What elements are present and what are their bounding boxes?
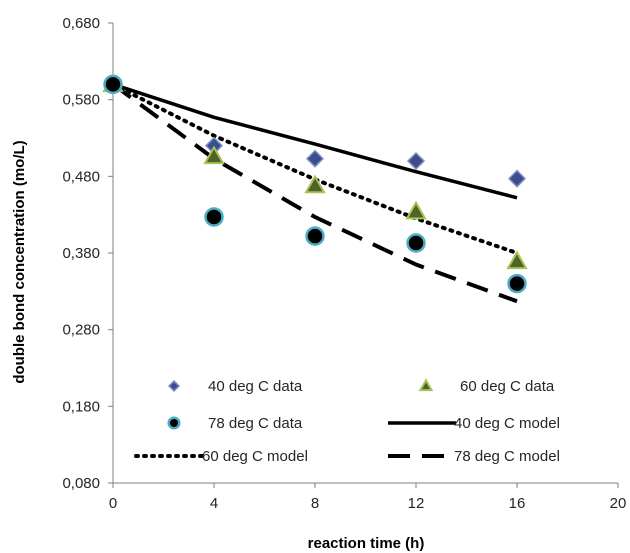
y-tick-label: 0,680 <box>62 15 100 32</box>
x-tick-label: 12 <box>408 495 425 512</box>
x-tick-label: 8 <box>311 495 319 512</box>
legend-label: 40 deg C model <box>454 415 560 432</box>
point-78-deg-c-data <box>103 74 123 95</box>
point-60-deg-c-data <box>506 250 528 270</box>
x-tick-label: 0 <box>109 495 117 512</box>
y-tick-label: 0,480 <box>62 168 100 185</box>
point-60-deg-c-data <box>405 200 427 220</box>
point-78-deg-c-data <box>406 233 426 253</box>
legend-marker-60-deg-c-data <box>418 378 434 392</box>
x-tick-label: 16 <box>509 495 526 512</box>
model-line-78-deg-c-model <box>111 82 518 304</box>
y-tick-label: 0,180 <box>62 398 100 415</box>
point-40-deg-c-data <box>305 149 325 168</box>
point-40-deg-c-data <box>507 169 527 188</box>
x-tick-label: 4 <box>210 495 218 512</box>
x-tick-label: 20 <box>610 495 627 512</box>
legend: 40 deg C data 60 deg C data 78 deg C data 4… <box>134 378 560 465</box>
point-60-deg-c-data <box>304 174 326 194</box>
point-40-deg-c-data <box>406 151 426 171</box>
x-axis-title: reaction time (h) <box>308 535 425 552</box>
legend-label: 60 deg C model <box>202 448 308 465</box>
legend-label: 78 deg C data <box>208 415 303 432</box>
point-78-deg-c-data <box>507 273 527 294</box>
legend-label: 78 deg C model <box>454 448 560 465</box>
legend-label: 40 deg C data <box>208 378 303 395</box>
legend-label: 60 deg C data <box>460 378 555 395</box>
y-tick-label: 0,080 <box>62 475 100 492</box>
axes: 0,080 0,180 0,280 0,380 0,480 0,580 0,680 0 4 8 12… <box>62 15 626 512</box>
y-axis-title: double bond concentration (mo/L) <box>11 140 28 383</box>
y-tick-label: 0,280 <box>62 322 100 339</box>
model-line-40-deg-c-model <box>112 82 518 200</box>
legend-marker-78-deg-c-data <box>167 416 181 430</box>
y-tick-label: 0,580 <box>62 92 100 109</box>
legend-marker-40-deg-c-data <box>167 379 181 393</box>
point-78-deg-c-data <box>204 207 224 227</box>
point-78-deg-c-data <box>305 226 325 246</box>
data-points <box>102 73 528 294</box>
y-tick-label: 0,380 <box>62 245 100 262</box>
point-60-deg-c-data <box>203 145 225 165</box>
